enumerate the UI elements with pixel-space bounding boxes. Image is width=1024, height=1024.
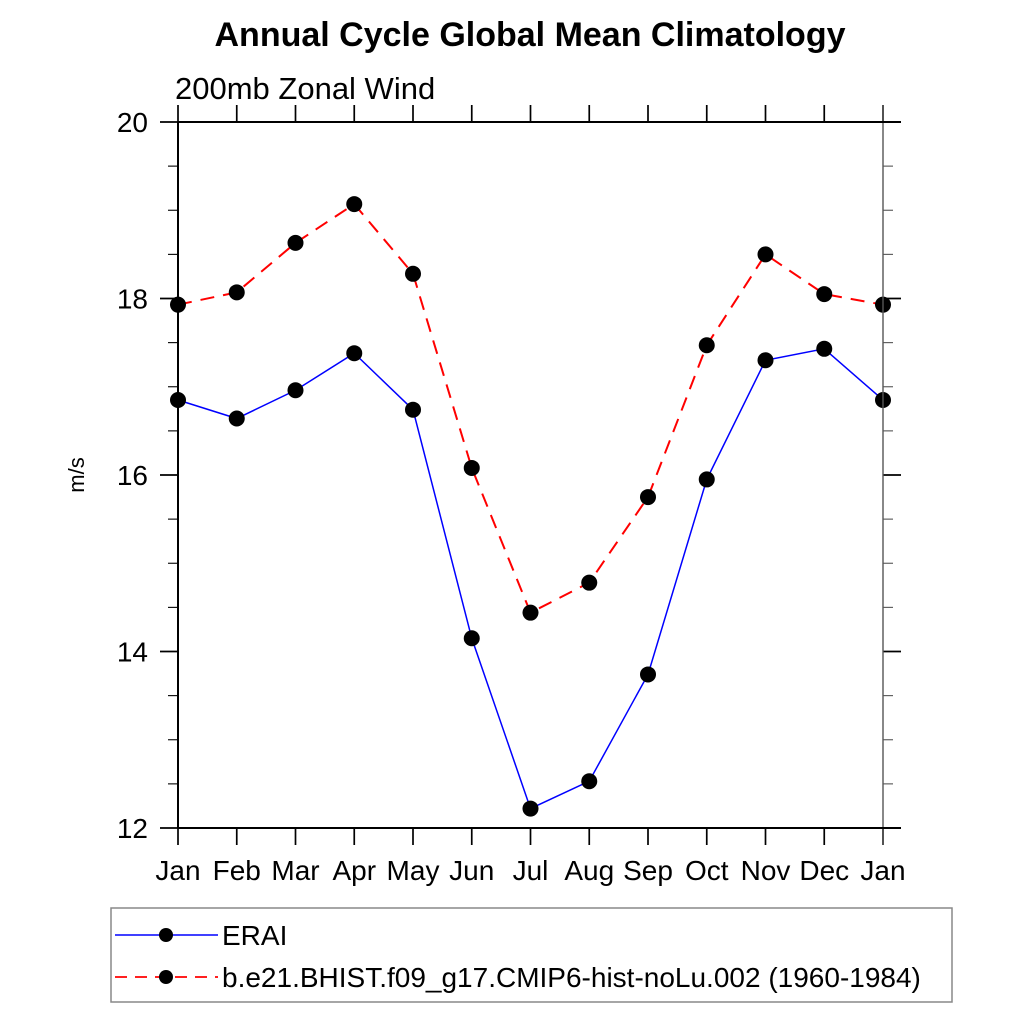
y-tick-label: 14 — [117, 637, 148, 668]
y-tick-label: 12 — [117, 813, 148, 844]
data-point-erai — [287, 382, 304, 399]
data-point-erai — [463, 630, 480, 647]
data-point-model — [640, 489, 656, 506]
data-point-erai — [698, 471, 715, 488]
data-point-model — [757, 246, 774, 263]
y-axis-label: m/s — [64, 457, 89, 492]
data-point-model — [346, 196, 363, 213]
data-point-erai — [757, 352, 774, 369]
data-point-erai — [816, 340, 833, 357]
plot-area: Jan Feb Mar Apr May Jun Jul Aug Sep Oct Nov Dec Jan1… — [117, 105, 906, 886]
legend-label-model: b.e21.BHIST.f09_g17.CMIP6-hist-noLu.002 … — [222, 962, 921, 993]
data-point-model — [698, 337, 715, 354]
y-tick-label: 20 — [117, 107, 148, 138]
legend-entry-model: b.e21.BHIST.f09_g17.CMIP6-hist-noLu.002 … — [115, 962, 921, 993]
legend-box — [110, 907, 953, 1003]
data-point-model — [522, 604, 539, 621]
x-tick-label: Jul — [513, 855, 549, 886]
chart-subtitle: 200mb Zonal Wind — [175, 71, 435, 106]
legend-entry-erai: ERAI — [115, 920, 287, 951]
legend-marker-dot — [159, 928, 173, 942]
x-tick-label: Nov — [741, 855, 791, 886]
x-tick-label: Aug — [564, 855, 614, 886]
x-tick-label: Jan — [860, 855, 905, 886]
x-tick-label: Dec — [799, 855, 849, 886]
data-point-erai — [346, 345, 363, 362]
data-point-erai — [405, 401, 421, 418]
x-tick-label: Sep — [623, 855, 673, 886]
legend: ERAI b.e21.BHIST.f09_g17.CMIP6-hist-noLu… — [110, 907, 953, 1003]
data-point-erai — [581, 773, 598, 790]
data-point-model — [228, 284, 245, 301]
data-point-model — [287, 234, 304, 251]
legend-marker-dot — [159, 970, 173, 984]
data-point-erai — [640, 666, 656, 683]
data-point-erai — [522, 800, 539, 817]
x-tick-label: Apr — [332, 855, 376, 886]
data-point-erai — [228, 410, 245, 427]
chart-title: Annual Cycle Global Mean Climatology — [215, 16, 846, 54]
x-tick-label: May — [387, 855, 440, 886]
x-tick-label: Jun — [449, 855, 494, 886]
data-point-model — [816, 286, 833, 303]
y-tick-label: 18 — [117, 284, 148, 315]
data-point-model — [581, 574, 598, 591]
legend-label-erai: ERAI — [222, 920, 287, 951]
x-tick-label: Oct — [685, 855, 729, 886]
x-tick-label: Jan — [155, 855, 200, 886]
series-line-model — [177, 202, 884, 615]
data-point-model — [463, 459, 480, 476]
y-tick-label: 16 — [117, 460, 148, 491]
x-tick-label: Feb — [213, 855, 261, 886]
data-point-model — [405, 265, 421, 282]
x-tick-label: Mar — [271, 855, 319, 886]
series-line-erai — [177, 347, 884, 810]
